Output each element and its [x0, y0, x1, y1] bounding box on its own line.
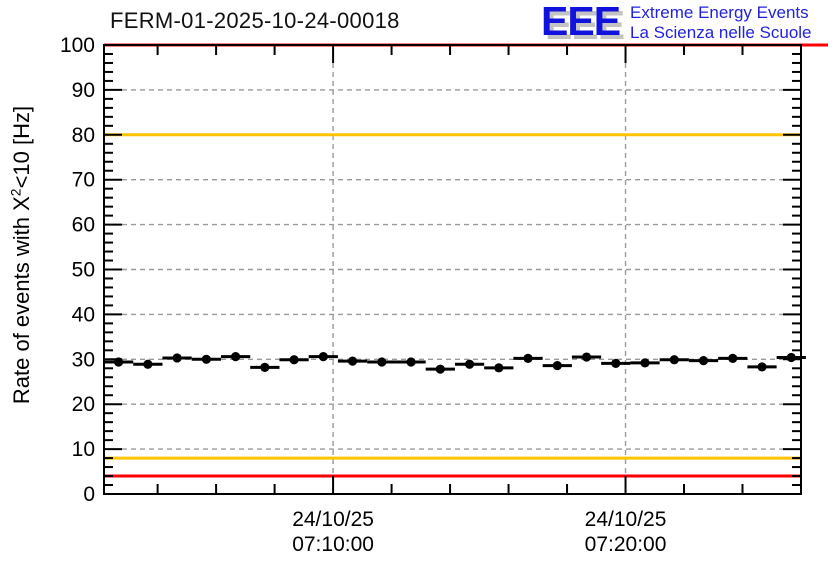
- y-tick-label: 60: [72, 214, 95, 237]
- data-point: [669, 355, 679, 365]
- eee-logo-line1: Extreme Energy Events: [630, 3, 809, 22]
- data-point: [640, 358, 650, 368]
- y-tick-label: 10: [72, 438, 95, 461]
- y-tick-label: 100: [60, 34, 95, 57]
- data-point: [552, 360, 562, 371]
- y-tick-label: 90: [72, 79, 95, 102]
- y-tick-label: 40: [72, 303, 95, 326]
- data-point: [347, 356, 358, 366]
- chart-title: FERM-01-2025-10-24-00018: [110, 8, 400, 33]
- data-point: [435, 364, 445, 374]
- x-tick-label-time: 07:10:00: [292, 533, 374, 556]
- y-tick-label: 50: [72, 259, 95, 282]
- y-tick-label: 30: [72, 348, 95, 371]
- x-tick-label-date: 24/10/25: [585, 508, 667, 531]
- data-point: [377, 357, 387, 367]
- data-point: [201, 354, 211, 364]
- y-axis-label-pre: Rate of events with X: [9, 196, 34, 405]
- data-point: [581, 352, 592, 362]
- data-point: [523, 353, 533, 364]
- data-point: [786, 352, 796, 363]
- y-tick-label: 80: [72, 124, 95, 147]
- eee-logo-line2: La Scienza nelle Scuole: [630, 23, 812, 42]
- y-axis-label-post: <10 [Hz]: [9, 105, 34, 189]
- y-tick-label: 20: [72, 393, 95, 416]
- data-point: [289, 355, 299, 365]
- data-point: [406, 357, 416, 367]
- eee-logo: EEE Extreme Energy Events La Scienza nel…: [541, 0, 812, 44]
- y-tick-label: 70: [72, 169, 95, 192]
- data-point: [143, 359, 153, 369]
- data-point: [698, 356, 709, 366]
- y-axis-label: Rate of events with X2<10 [Hz]: [7, 105, 35, 405]
- eee-logo-acronym: EEE: [541, 0, 621, 44]
- x-tick-label-date: 24/10/25: [292, 508, 374, 531]
- y-tick-label: 0: [83, 483, 95, 506]
- data-point: [611, 358, 621, 368]
- data-point: [464, 359, 475, 369]
- x-tick-label-time: 07:20:00: [585, 533, 667, 556]
- y-axis-label-superscript: 2: [7, 188, 24, 197]
- eee-logo-text: Extreme Energy Events La Scienza nelle S…: [630, 2, 811, 43]
- data-point: [260, 362, 270, 372]
- plot-frame: [103, 44, 802, 495]
- data-point: [757, 362, 767, 372]
- data-point: [172, 353, 182, 363]
- data-point: [728, 353, 738, 364]
- data-point: [494, 363, 504, 373]
- data-point: [318, 352, 328, 362]
- data-point: [231, 352, 241, 362]
